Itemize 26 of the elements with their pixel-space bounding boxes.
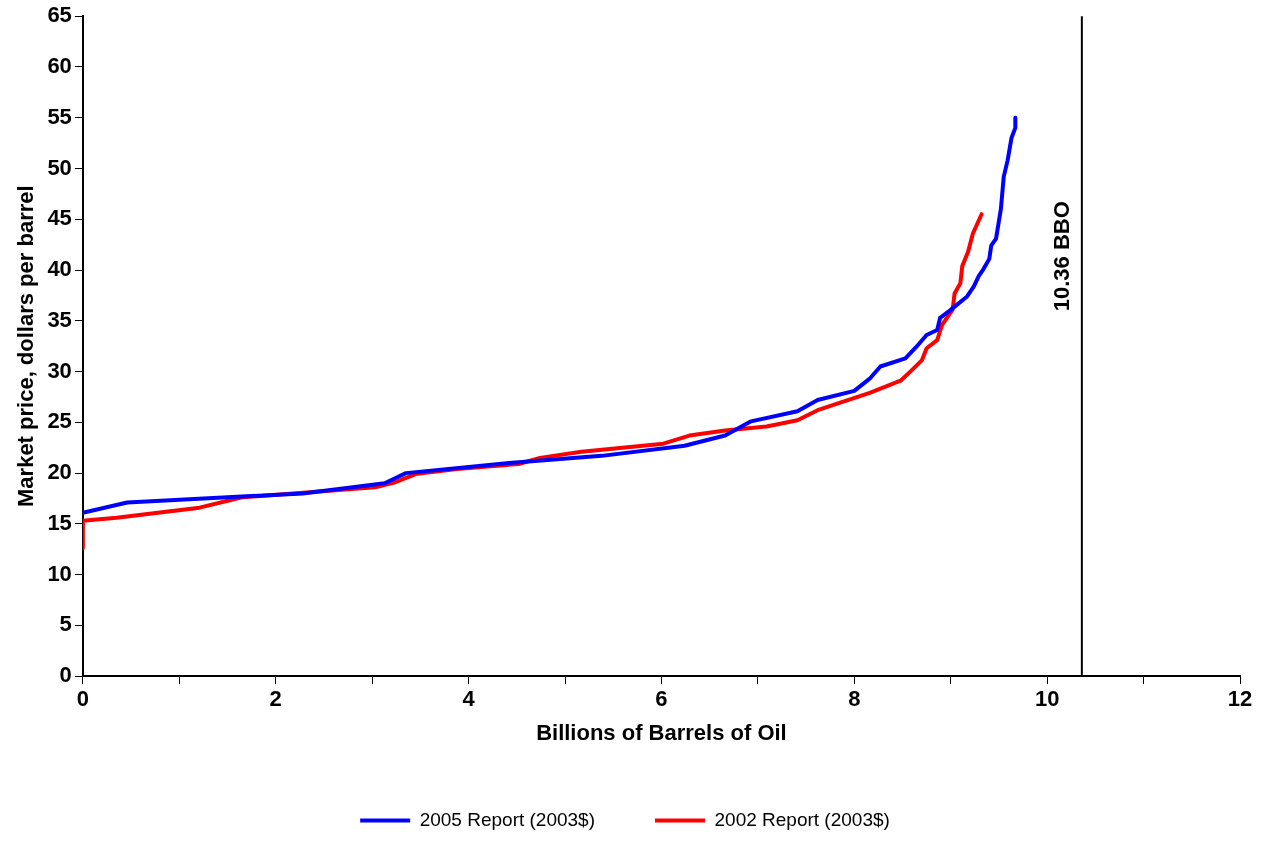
x-tick-label: 0 <box>76 686 89 712</box>
x-tick-label: 4 <box>462 686 476 712</box>
y-tick-label: 35 <box>47 306 72 332</box>
y-tick-label: 15 <box>47 509 72 535</box>
y-tick-label: 55 <box>47 103 72 129</box>
y-tick-label: 5 <box>59 611 72 637</box>
x-tick-label: 8 <box>848 686 861 712</box>
y-tick-label: 65 <box>47 2 72 28</box>
legend-label: 2005 Report (2003$) <box>419 808 595 830</box>
legend-label: 2002 Report (2003$) <box>714 808 890 830</box>
y-tick-label: 50 <box>47 154 72 180</box>
y-tick-label: 40 <box>47 256 72 282</box>
y-tick-label: 0 <box>59 662 72 688</box>
x-axis-title: Billions of Barrels of Oil <box>536 719 787 745</box>
y-tick-label: 30 <box>47 357 72 383</box>
y-tick-label: 60 <box>47 53 72 79</box>
x-tick-label: 10 <box>1034 686 1060 712</box>
x-tick-label: 12 <box>1227 686 1253 712</box>
y-tick-label: 10 <box>47 560 72 586</box>
ref-line-label: 10.36 BBO <box>1048 201 1074 312</box>
x-tick-label: 2 <box>269 686 282 712</box>
y-axis-title: Market price, dollars per barrel <box>13 185 39 507</box>
y-tick-label: 20 <box>47 459 72 485</box>
x-tick-label: 6 <box>655 686 668 712</box>
y-tick-label: 25 <box>47 408 72 434</box>
y-tick-label: 45 <box>47 205 72 231</box>
